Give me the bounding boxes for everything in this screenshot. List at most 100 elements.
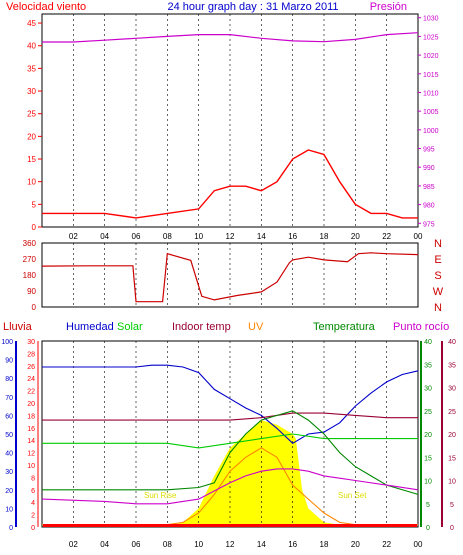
hour-axis: 02 04 06 08 10 12 14 16 18 20 22 00 [69,540,423,549]
legend-solar: Solar [117,321,143,333]
dewpoint-tick-label: 20 [448,432,456,439]
rain-tick-label: 12 [27,451,35,458]
rain-tick-label: 6 [31,488,35,495]
panel-axes: 0102030405060708090100024681012141618202… [1,339,456,532]
pressure-tick-label: 1010 [423,90,439,97]
humidity-tick-label: 0 [9,525,13,532]
rain-bar [43,524,417,527]
rain-tick-label: 26 [27,364,35,371]
humidity-tick-label: 100 [1,339,13,346]
legend-indoor-temp: Indoor temp [172,321,231,333]
hour-tick-label: 02 [69,540,78,549]
temperature-tick-label: 35 [424,362,432,369]
chart-title: 24 hour graph day : 31 Marzo 2011 [167,1,338,13]
direction-tick-label: 360 [23,239,37,248]
rain-tick-label: 14 [27,438,35,445]
rain-tick-label: 24 [27,376,35,383]
panel-series [41,252,419,303]
pressure-tick-label: 1015 [423,72,439,79]
wind-speed-axis-label: Velocidad viento [6,1,86,13]
sun-rise-annotation: Sun Rise [144,491,177,500]
legend-uv: UV [248,321,264,333]
hour-tick-label: 02 [69,232,78,241]
rain-axis-label: Lluvia [3,321,33,333]
hour-tick-label: 22 [382,232,391,241]
dewpoint-tick-label: 0 [450,525,454,532]
humidity-tick-label: 70 [5,395,13,402]
rain-tick-label: 18 [27,413,35,420]
wind-speed-tick-label: 25 [27,110,36,119]
dewpoint-line [41,468,419,505]
pressure-tick-label: 1000 [423,128,439,135]
dewpoint-tick-label: 40 [448,339,456,346]
rain-tick-label: 8 [31,475,35,482]
rain-tick-label: 2 [31,513,35,520]
legend-humidity: Humedad [66,321,114,333]
pressure-tick-label: 980 [423,203,435,210]
temperature-tick-label: 40 [424,339,432,346]
wind-speed-tick-label: 0 [32,223,37,232]
pressure-tick-label: 975 [423,221,435,228]
hour-tick-label: 08 [163,232,172,241]
direction-degree-axis: 0 90 180 270 360 [23,239,37,312]
compass-tick-label: N [434,302,442,314]
temperature-tick-label: 25 [424,409,432,416]
hour-axis: 02 04 06 08 10 12 14 16 18 20 22 00 [69,232,423,241]
hour-tick-label: 10 [194,540,203,549]
wind-speed-tick-label: 35 [27,64,36,73]
temperature-tick-label: 20 [424,432,432,439]
sun-set-annotation: Sun Set [338,491,367,500]
temperature-tick-label: 10 [424,479,432,486]
humidity-tick-label: 90 [5,358,13,365]
humidity-line [42,364,419,444]
hour-tick-label: 20 [351,540,360,549]
dewpoint-tick-label: 25 [448,409,456,416]
temperature-line [42,410,419,495]
wind-speed-axis: 0 5 10 15 20 25 30 35 40 45 [27,19,42,232]
hour-tick-label: 08 [163,540,172,549]
dewpoint-tick-label: 5 [450,502,454,509]
rain-tick-label: 20 [27,401,35,408]
wind-speed-tick-label: 15 [27,155,36,164]
hour-tick-label: 04 [100,540,109,549]
wind-direction-line [41,252,419,303]
humidity-tick-label: 50 [5,432,13,439]
hour-tick-label: 18 [320,540,329,549]
pressure-line [42,32,419,43]
dewpoint-tick-label: 15 [448,455,456,462]
temperature-tick-label: 5 [426,502,430,509]
wind-speed-tick-label: 20 [27,132,36,141]
panel-grid [73,14,387,227]
temperature-tick-label: 15 [424,455,432,462]
compass-tick-label: S [434,270,441,282]
dewpoint-tick-label: 30 [448,386,456,393]
pressure-tick-label: 1025 [423,34,439,41]
humidity-tick-label: 60 [5,413,13,420]
indoor-temp-line [42,412,418,421]
wind-speed-tick-label: 30 [27,87,36,96]
direction-tick-label: 90 [27,287,36,296]
rain-tick-label: 4 [31,500,35,507]
panel-series [41,364,419,527]
hour-tick-label: 12 [226,232,235,241]
rain-tick-label: 10 [27,463,35,470]
wind-speed-tick-label: 10 [27,178,36,187]
pressure-tick-label: 1005 [423,109,439,116]
hour-tick-label: 14 [257,232,266,241]
rain-tick-label: 30 [27,339,35,346]
wind-speed-tick-label: 5 [32,200,37,209]
wind-speed-tick-label: 40 [27,42,36,51]
compass-tick-label: W [433,286,444,298]
pressure-axis: 975 980 985 990 995 1000 1005 1010 1015 1020 1025 1… [418,16,439,228]
hour-tick-label: 06 [132,540,141,549]
humidity-tick-label: 20 [5,488,13,495]
solar-line [42,433,418,449]
pressure-tick-label: 995 [423,147,435,154]
pressure-tick-label: 1030 [423,16,439,23]
hour-tick-label: 10 [194,232,203,241]
temperature-tick-label: 0 [426,525,430,532]
